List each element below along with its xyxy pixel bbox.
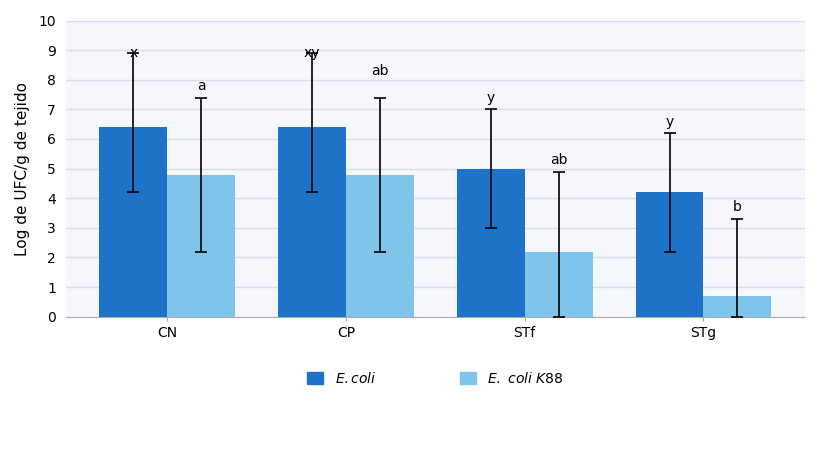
Bar — [99, 127, 167, 317]
Text: xy: xy — [303, 47, 320, 60]
Bar — [635, 192, 703, 317]
Text: y: y — [486, 91, 495, 105]
Legend: $\it{E.coli}$, $\it{E.\ coli\ K88}$: $\it{E.coli}$, $\it{E.\ coli\ K88}$ — [300, 364, 570, 393]
Text: ab: ab — [371, 64, 388, 78]
Bar — [703, 296, 771, 317]
Bar — [346, 175, 414, 317]
Bar — [456, 169, 524, 317]
Bar — [524, 252, 592, 317]
Bar — [167, 175, 235, 317]
Text: b: b — [732, 201, 741, 214]
Text: a: a — [197, 79, 206, 93]
Text: x: x — [129, 47, 138, 60]
Y-axis label: Log de UFC/g de tejido: Log de UFC/g de tejido — [15, 82, 30, 255]
Bar — [278, 127, 346, 317]
Text: y: y — [664, 115, 673, 129]
Text: ab: ab — [550, 153, 567, 167]
